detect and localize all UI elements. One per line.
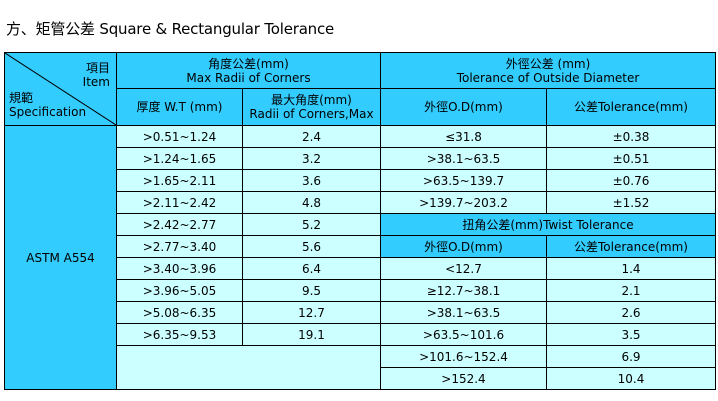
radii-group-en: Max Radii of Corners — [186, 70, 311, 85]
od-group-header: 外徑公差 (mm) Tolerance of Outside Diameter — [380, 52, 716, 89]
twist-od-cell: >152.4 — [380, 367, 547, 390]
page-title: 方、矩管公差 Square & Rectangular Tolerance — [6, 20, 335, 38]
radius-cell: 6.4 — [242, 257, 381, 280]
od-header: 外徑O.D(mm) — [380, 88, 547, 126]
wt-cell: >2.11~2.42 — [116, 191, 243, 214]
twist-tol-header: 公差Tolerance(mm) — [546, 235, 716, 258]
wt-cell: >2.77~3.40 — [116, 235, 243, 258]
od-group-zh: 外徑公差 (mm) — [505, 56, 591, 71]
radii-header-zh: 最大角度(mm) — [271, 93, 352, 107]
wt-cell: >3.96~5.05 — [116, 279, 243, 302]
twist-od-cell: ≥12.7~38.1 — [380, 279, 547, 302]
radius-cell: 19.1 — [242, 323, 381, 346]
tol-header: 公差Tolerance(mm) — [546, 88, 716, 126]
radius-cell: 2.4 — [242, 125, 381, 148]
wt-cell: >2.42~2.77 — [116, 213, 243, 236]
twist-header: 扭角公差(mm)Twist Tolerance — [380, 213, 716, 236]
spec-zh: 規範 — [9, 91, 34, 105]
wt-cell: >5.08~6.35 — [116, 301, 243, 324]
wt-cell: >1.24~1.65 — [116, 147, 243, 170]
tol-cell: ±0.51 — [546, 147, 716, 170]
twist-tol-cell: 3.5 — [546, 323, 716, 346]
od-cell: >38.1~63.5 — [380, 147, 547, 170]
twist-od-cell: >101.6~152.4 — [380, 345, 547, 368]
item-label: 項目 Item — [83, 61, 110, 89]
spec-en: Specification — [9, 105, 87, 119]
twist-tol-cell: 6.9 — [546, 345, 716, 368]
od-cell: >139.7~203.2 — [380, 191, 547, 214]
twist-od-cell: <12.7 — [380, 257, 547, 280]
twist-tol-cell: 2.1 — [546, 279, 716, 302]
radii-header-en: Radii of Corners,Max — [249, 107, 374, 121]
spec-label: 規範 Specification — [9, 91, 86, 119]
diagonal-line — [5, 53, 116, 125]
radius-cell: 3.6 — [242, 169, 381, 192]
spec-name-cell: ASTM A554 — [4, 125, 117, 390]
twist-od-cell: >38.1~63.5 — [380, 301, 547, 324]
twist-od-cell: >63.5~101.6 — [380, 323, 547, 346]
radius-cell: 4.8 — [242, 191, 381, 214]
od-cell: ≤31.8 — [380, 125, 547, 148]
wt-cell: >0.51~1.24 — [116, 125, 243, 148]
twist-tol-cell: 1.4 — [546, 257, 716, 280]
wt-header: 厚度 W.T (mm) — [116, 88, 243, 126]
radius-cell: 5.6 — [242, 235, 381, 258]
radius-cell: 5.2 — [242, 213, 381, 236]
corner-header-cell: 項目 Item 規範 Specification — [4, 52, 117, 126]
empty-cell — [116, 345, 381, 390]
od-group-en: Tolerance of Outside Diameter — [456, 70, 640, 85]
wt-cell: >1.65~2.11 — [116, 169, 243, 192]
radius-cell: 3.2 — [242, 147, 381, 170]
twist-od-header: 外徑O.D(mm) — [380, 235, 547, 258]
tol-cell: ±0.76 — [546, 169, 716, 192]
twist-tol-cell: 10.4 — [546, 367, 716, 390]
radii-header: 最大角度(mm) Radii of Corners,Max — [242, 88, 381, 126]
wt-cell: >6.35~9.53 — [116, 323, 243, 346]
tol-cell: ±0.38 — [546, 125, 716, 148]
radius-cell: 9.5 — [242, 279, 381, 302]
tol-cell: ±1.52 — [546, 191, 716, 214]
radii-group-zh: 角度公差(mm) — [208, 56, 289, 71]
item-zh: 項目 — [85, 61, 110, 75]
wt-cell: >3.40~3.96 — [116, 257, 243, 280]
od-cell: >63.5~139.7 — [380, 169, 547, 192]
tolerance-table: 項目 Item 規範 Specification 角度公差(mm) Max Radii… — [4, 52, 716, 390]
item-en: Item — [82, 75, 110, 89]
radii-group-header: 角度公差(mm) Max Radii of Corners — [116, 52, 381, 89]
twist-tol-cell: 2.6 — [546, 301, 716, 324]
radius-cell: 12.7 — [242, 301, 381, 324]
